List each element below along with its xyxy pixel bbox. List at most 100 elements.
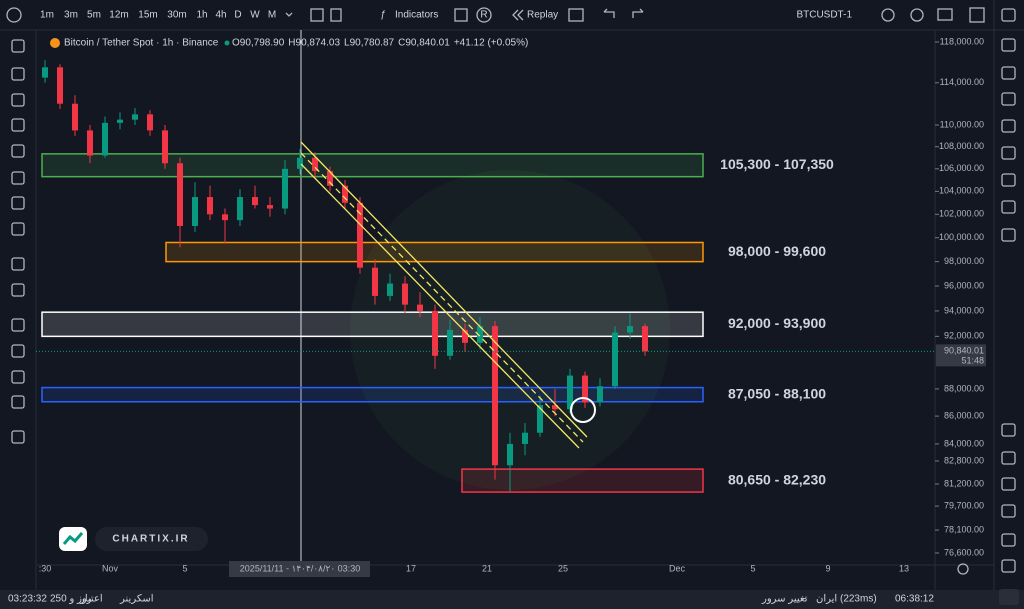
alert-button[interactable]: [881, 8, 895, 22]
candle-body: [462, 329, 468, 343]
indicators-button[interactable]: Indicators: [395, 10, 438, 21]
tool-button[interactable]: [11, 67, 25, 81]
candle-body: [132, 114, 138, 120]
last-price-box: [936, 344, 986, 367]
templates-button[interactable]: [454, 8, 468, 22]
tool-button[interactable]: [11, 171, 25, 185]
tool-button[interactable]: [11, 370, 25, 384]
side-button[interactable]: [1001, 146, 1016, 160]
candle-body: [192, 197, 198, 226]
interval-button[interactable]: M: [268, 10, 276, 21]
tool-button[interactable]: [11, 283, 25, 297]
side-button[interactable]: [1001, 228, 1016, 242]
side-button[interactable]: [1001, 92, 1016, 106]
side-button[interactable]: [1001, 200, 1016, 214]
candle-body: [387, 283, 393, 296]
status-dash: -: [803, 594, 806, 605]
interval-button[interactable]: 15m: [138, 10, 157, 21]
interval-button[interactable]: 12m: [109, 10, 128, 21]
interval-button[interactable]: 4h: [215, 10, 226, 21]
side-button[interactable]: [1001, 173, 1016, 187]
candle-body: [42, 67, 48, 78]
interval-button[interactable]: 5m: [87, 10, 101, 21]
legend-h-label: H: [288, 38, 295, 49]
side-button[interactable]: [1001, 451, 1016, 465]
candle-body: [417, 304, 423, 311]
side-button[interactable]: [1001, 559, 1016, 573]
x-tick-label: Dec: [669, 563, 686, 573]
tool-button[interactable]: [11, 257, 25, 271]
candle-body: [237, 197, 243, 221]
zone: [461, 468, 704, 493]
status-screener[interactable]: اسکرینر: [119, 594, 154, 605]
interval-button[interactable]: 30m: [167, 10, 186, 21]
countdown-label: 51:48: [961, 356, 984, 366]
status-days: 250 روز و: [50, 594, 92, 605]
side-button[interactable]: [1001, 119, 1016, 133]
redo-button[interactable]: [632, 8, 644, 18]
layout-button[interactable]: [568, 8, 584, 22]
candle-body: [267, 205, 273, 209]
add-button[interactable]: [6, 7, 22, 23]
last-price-label: 90,840.01: [944, 346, 984, 356]
side-button[interactable]: [1001, 504, 1016, 518]
status-dot: [224, 40, 230, 46]
axis-settings[interactable]: [957, 563, 969, 575]
status-credit: اعتبار: [79, 594, 103, 605]
side-button[interactable]: [1001, 533, 1016, 547]
side-button[interactable]: [1001, 66, 1016, 80]
tool-button[interactable]: [11, 395, 25, 409]
candle-body: [597, 386, 603, 403]
candle-body: [537, 405, 543, 433]
interval-button[interactable]: 1m: [40, 10, 54, 21]
tool-button[interactable]: [11, 318, 25, 332]
interval-button[interactable]: D: [234, 10, 241, 21]
tool-button[interactable]: [11, 430, 25, 444]
side-button[interactable]: [1001, 8, 1016, 22]
highlight-circle: [570, 397, 596, 423]
candle-body: [147, 114, 153, 131]
chart-type-button[interactable]: [310, 8, 324, 22]
r-button[interactable]: [476, 7, 492, 23]
status-server-name: ایران (223ms): [816, 594, 877, 605]
y-tick-label: 118,000.00: [940, 36, 984, 46]
tool-button[interactable]: [11, 144, 25, 158]
interval-button[interactable]: W: [250, 10, 260, 21]
watermark-logo: [350, 170, 670, 490]
x-tick-label: 5: [750, 563, 755, 573]
tool-button[interactable]: [11, 344, 25, 358]
replay-icon: [512, 9, 524, 21]
tool-button[interactable]: [11, 222, 25, 236]
y-tick-label: 81,200.00: [944, 478, 984, 488]
tool-button[interactable]: [11, 39, 25, 53]
tool-button[interactable]: [11, 118, 25, 132]
candle-body: [87, 130, 93, 156]
tool-button[interactable]: [11, 93, 25, 107]
x-tick-label: 25: [558, 563, 568, 573]
replay-button[interactable]: Replay: [527, 10, 558, 21]
status-server[interactable]: تغییر سرور: [761, 594, 808, 605]
symbol[interactable]: BTCUSDT-1: [796, 10, 852, 21]
side-button[interactable]: [1001, 38, 1016, 52]
y-tick-label: 114,000.00: [940, 77, 984, 87]
status-time: 06:38:12: [895, 594, 934, 605]
side-button[interactable]: [1001, 423, 1016, 437]
settings-button[interactable]: [910, 8, 924, 22]
fullscreen-button[interactable]: [969, 7, 985, 23]
candle-body: [642, 326, 648, 352]
channel: [300, 141, 588, 449]
bar-style-button[interactable]: [330, 8, 342, 22]
candle-body: [207, 197, 213, 215]
candle-body: [342, 185, 348, 203]
snapshot-button[interactable]: [937, 8, 953, 21]
crosshair-label-box: [229, 561, 370, 577]
side-active: [999, 589, 1019, 605]
undo-button[interactable]: [603, 8, 615, 18]
candle-body: [507, 443, 513, 466]
channel-mid: [300, 152, 584, 443]
interval-button[interactable]: 1h: [196, 10, 207, 21]
interval-button[interactable]: 3m: [64, 10, 78, 21]
side-button[interactable]: [1001, 477, 1016, 491]
tool-button[interactable]: [11, 196, 25, 210]
candle-body: [252, 197, 258, 206]
